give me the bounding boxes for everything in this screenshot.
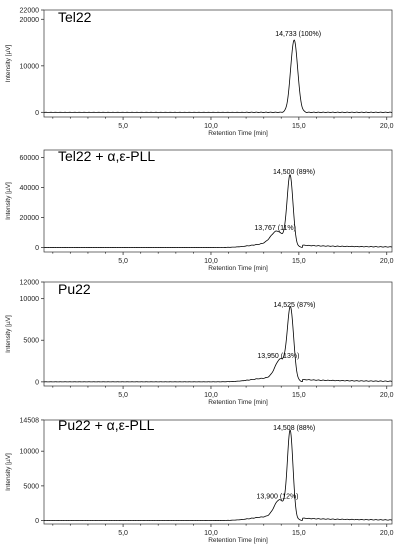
panel-3-peak-label-2: 14,525 (87%) <box>273 302 315 309</box>
panel-3-x-axis-label: Retention Time [min] <box>208 399 268 406</box>
panel-1-x-tick-label: 10,0 <box>204 123 218 130</box>
panel-3-y-tick-label: 0 <box>35 379 39 386</box>
panel-2-peak-label-2: 14,500 (89%) <box>273 169 315 176</box>
panel-1-y-axis-label: Intensity [µV] <box>5 44 12 82</box>
panel-1-x-tick-label: 5,0 <box>118 123 128 130</box>
panel-4-trace <box>43 429 393 522</box>
panel-2-x-tick-label: 5,0 <box>118 258 128 265</box>
panel-4-x-tick-label: 5,0 <box>118 530 128 537</box>
panel-1-peak-label-1: 14,733 (100%) <box>275 31 321 38</box>
panel-3-title: Pu22 <box>58 281 91 297</box>
panel-1-title: Tel22 <box>58 9 92 25</box>
panel-1-frame <box>43 9 393 118</box>
panel-4-title: Pu22 + α,ε-PLL <box>58 417 155 433</box>
panel-2-y-tick-label: 20000 <box>20 215 40 222</box>
panel-2-peak-label-1: 13,767 (11%) <box>254 225 296 232</box>
panel-2-y-axis-label: Intensity [µV] <box>5 182 12 220</box>
panel-4-x-tick-label: 10,0 <box>204 530 218 537</box>
panel-2-title: Tel22 + α,ε-PLL <box>58 148 155 164</box>
panel-3-x-tick-label: 5,0 <box>118 392 128 399</box>
panel-3-x-tick-label: 20,0 <box>380 392 394 399</box>
panel-2-x-tick-label: 15,0 <box>292 258 306 265</box>
panel-1-y-tick-label: 0 <box>35 110 39 117</box>
panel-4-y-axis-label: Intensity [µV] <box>5 453 12 491</box>
panel-3-y-tick-label: 10000 <box>20 296 40 303</box>
panel-2-frame <box>43 149 393 253</box>
panel-3-frame <box>43 281 393 387</box>
panel-4-frame <box>43 419 393 525</box>
panel-3-peak-label-1: 13,950 (13%) <box>257 353 299 360</box>
panel-4-peak-label-2: 14,508 (88%) <box>273 425 315 432</box>
panel-4-x-axis-label: Retention Time [min] <box>208 537 268 544</box>
panel-3-y-tick-label: 12000 <box>20 280 40 287</box>
panel-2-x-axis-label: Retention Time [min] <box>208 265 268 272</box>
panel-4-y-tick-label: 10000 <box>20 449 40 456</box>
panel-3-y-axis-label: Intensity [µV] <box>5 315 12 353</box>
panel-2-y-tick-label: 0 <box>35 245 39 252</box>
panel-4-x-tick-label: 15,0 <box>292 530 306 537</box>
panel-1-y-tick-label: 22000 <box>20 8 40 15</box>
panel-3-x-tick-label: 10,0 <box>204 392 218 399</box>
panel-1-x-axis-label: Retention Time [min] <box>208 130 268 137</box>
panel-1-x-tick-label: 15,0 <box>292 123 306 130</box>
panel-1-trace <box>43 39 393 113</box>
panel-2-trace <box>43 174 393 248</box>
panel-4-y-tick-label: 0 <box>35 518 39 525</box>
panel-2-x-tick-label: 10,0 <box>204 258 218 265</box>
panel-3-trace <box>43 305 393 383</box>
panel-3-y-tick-label: 5000 <box>23 338 39 345</box>
panel-4-peak-label-1: 13,900 (12%) <box>256 494 298 501</box>
panel-2-x-tick-label: 20,0 <box>380 258 394 265</box>
panel-1-y-tick-label: 10000 <box>20 63 40 70</box>
panel-2-y-tick-label: 40000 <box>20 185 40 192</box>
panel-4-x-tick-label: 20,0 <box>380 530 394 537</box>
panel-4-y-tick-label: 5000 <box>23 483 39 490</box>
panel-2-y-tick-label: 60000 <box>20 155 40 162</box>
panel-1-x-tick-label: 20,0 <box>380 123 394 130</box>
panel-4-y-tick-label: 14508 <box>20 417 40 424</box>
panel-3-x-tick-label: 15,0 <box>292 392 306 399</box>
panel-1-y-tick-label: 20000 <box>20 17 40 24</box>
